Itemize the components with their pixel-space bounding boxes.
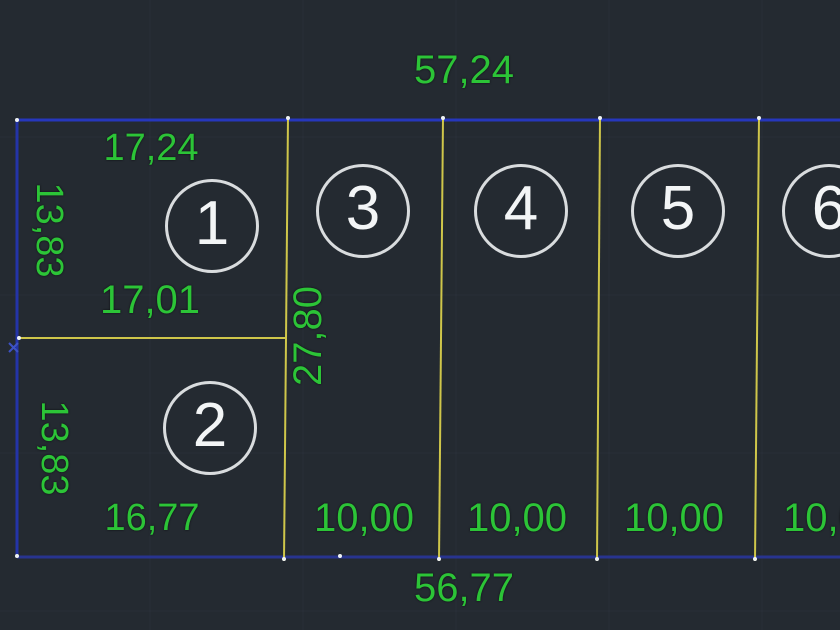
lot-number: 3 <box>345 174 381 243</box>
lot-number: 1 <box>194 189 230 258</box>
endpoint-grips <box>15 116 761 561</box>
lot-number: 5 <box>660 174 696 243</box>
lot-marker-2[interactable]: 2 <box>163 381 257 475</box>
lot-number: 4 <box>503 174 539 243</box>
node-cross-marker <box>8 342 19 353</box>
dim-lot3-width[interactable]: 10,00 <box>313 496 415 540</box>
dim-lot2-left[interactable]: 13,83 <box>33 400 75 496</box>
dim-lot4-width[interactable]: 10,00 <box>466 496 568 540</box>
dim-lot2-bottom[interactable]: 16,77 <box>104 497 200 539</box>
lot-number: 6 <box>811 174 840 243</box>
lot-marker-5[interactable]: 5 <box>631 164 725 258</box>
lot-marker-3[interactable]: 3 <box>316 164 410 258</box>
lot-marker-4[interactable]: 4 <box>474 164 568 258</box>
lot-division-lines[interactable] <box>19 116 760 562</box>
lot-marker-1[interactable]: 1 <box>165 179 259 273</box>
parcel-boundary-lines[interactable] <box>15 118 840 559</box>
dim-bottom-total[interactable]: 56,77 <box>413 566 515 610</box>
dim-lot1-bottom[interactable]: 17,01 <box>99 278 201 322</box>
dim-lot1-top[interactable]: 17,24 <box>103 127 199 169</box>
lot-number: 2 <box>192 391 228 460</box>
dim-lot6-width[interactable]: 10,00 <box>782 496 840 540</box>
dim-lot1-left[interactable]: 13,83 <box>28 182 70 278</box>
dim-top-total[interactable]: 57,24 <box>413 48 515 92</box>
dim-interior-vertical[interactable]: 27,80 <box>286 285 330 387</box>
dim-lot5-width[interactable]: 10,00 <box>623 496 725 540</box>
